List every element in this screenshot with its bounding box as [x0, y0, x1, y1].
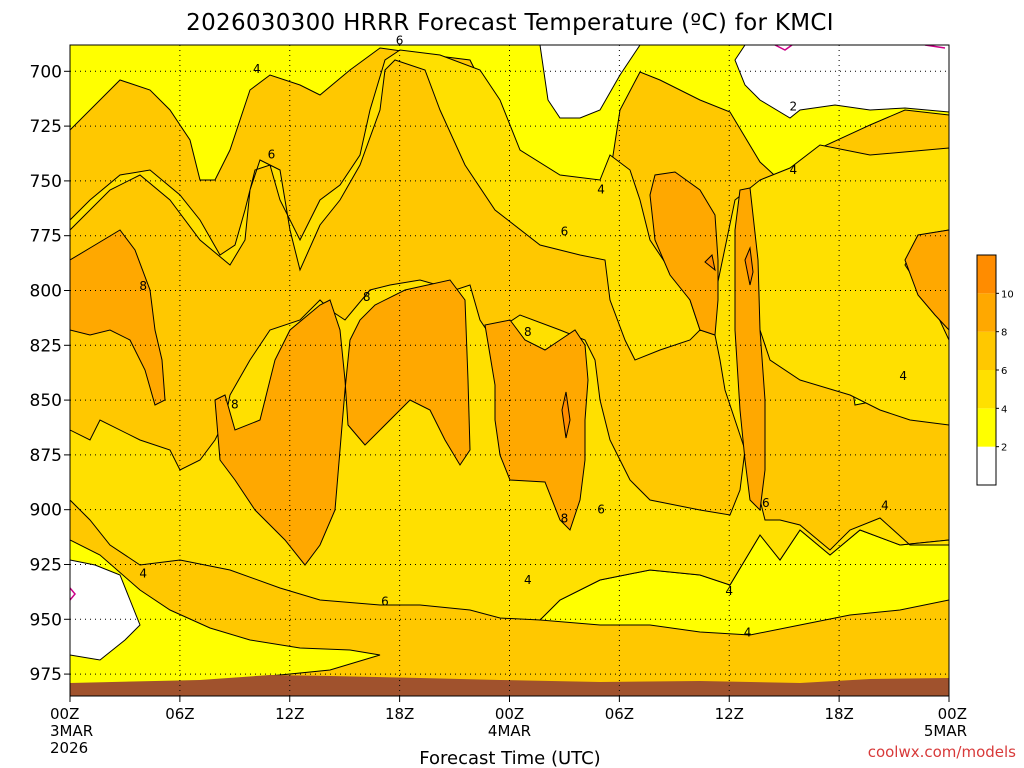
- contour-label-1: 6: [396, 34, 404, 48]
- x-tick-year-0: 2026: [50, 739, 88, 757]
- colorbar-label-2: 6: [1001, 366, 1007, 377]
- band-8-10-center: [484, 319, 589, 531]
- contour-label-12: 8: [561, 511, 569, 525]
- colorbar-bin-5: [977, 255, 996, 294]
- x-tick-label-3: 18Z: [385, 705, 414, 723]
- x-tick-date-0: 3MAR: [50, 722, 93, 740]
- contour-label-7: 8: [139, 279, 147, 293]
- colorbar-label-0: 2: [1001, 443, 1007, 454]
- y-tick-label-1: 725: [30, 117, 62, 137]
- contour-label-14: 6: [762, 496, 770, 510]
- band-10-speck-a: [704, 253, 716, 272]
- contour-label-0: 4: [253, 62, 261, 76]
- contour-label-6: 6: [561, 224, 569, 238]
- y-tick-label-5: 825: [30, 336, 62, 356]
- y-tick-label-6: 850: [30, 391, 62, 411]
- chart-title: 2026030300 HRRR Forecast Temperature (ºC…: [186, 10, 834, 36]
- y-tick-label-11: 975: [30, 665, 62, 685]
- y-tick-label-4: 800: [30, 281, 62, 301]
- contour-label-2: 2: [790, 99, 798, 113]
- contour-label-18: 4: [524, 573, 532, 587]
- grid: [70, 45, 949, 696]
- contour-label-15: 4: [881, 498, 889, 512]
- x-tick-label-2: 12Z: [275, 705, 304, 723]
- colorbar-bin-4: [977, 293, 996, 332]
- x-tick-label-6: 12Z: [715, 705, 744, 723]
- band-10-speck-c: [561, 391, 571, 439]
- band-below-2-top-right: [734, 45, 949, 119]
- colorbar-label-3: 8: [1001, 328, 1007, 339]
- colorbar-bin-1: [977, 408, 996, 447]
- contour-label-11: 4: [899, 369, 907, 383]
- band-8-10-right: [649, 171, 719, 336]
- contour-label-17: 6: [381, 595, 389, 609]
- colorbar-label-4: 10: [1001, 289, 1014, 300]
- y-axis: 700 725 750 775 800 825 850 875 900 925 950 975: [30, 62, 70, 685]
- band-8-10-center-left: [214, 279, 471, 566]
- contour-label-16: 4: [139, 566, 147, 580]
- zero-line-c: [70, 587, 76, 601]
- y-tick-label-10: 950: [30, 610, 62, 630]
- contour-label-10: 8: [231, 397, 239, 411]
- credit-text: coolwx.com/models: [868, 743, 1016, 761]
- band-8-10-far-right: [904, 229, 949, 331]
- contour-label-8: 8: [363, 290, 371, 304]
- y-tick-label-3: 775: [30, 227, 62, 247]
- band-below-2-lower-left: [70, 559, 141, 661]
- x-tick-label-5: 06Z: [605, 705, 634, 723]
- x-tick-label-8: 00Z: [938, 705, 967, 723]
- x-tick-date-4: 4MAR: [488, 722, 531, 740]
- band-below-2-top-center: [539, 45, 641, 119]
- y-tick-label-8: 900: [30, 501, 62, 521]
- colorbar-bin-3: [977, 331, 996, 370]
- contour-label-3: 6: [268, 148, 276, 162]
- contour-label-20: 4: [744, 625, 752, 639]
- y-tick-label-7: 875: [30, 446, 62, 466]
- contour-label-13: 6: [597, 503, 605, 517]
- x-tick-date-8: 5MAR: [924, 722, 967, 740]
- y-tick-label-9: 925: [30, 555, 62, 575]
- colorbar-label-1: 4: [1001, 404, 1007, 415]
- band-8-10-right-narrow: [734, 187, 766, 512]
- y-tick-label-2: 750: [30, 172, 62, 192]
- x-axis-label: Forecast Time (UTC): [419, 748, 600, 768]
- contour-label-4: 4: [597, 183, 605, 197]
- x-tick-label-0: 00Z: [50, 705, 79, 723]
- x-tick-label-1: 06Z: [165, 705, 194, 723]
- contour-labels: 4 6 2 6 4 4 6 8 8 8 8 4 8 6 6 4 4 6 4 4 4: [139, 34, 907, 640]
- colorbar-bin-2: [977, 370, 996, 409]
- zero-line-a: [774, 45, 793, 51]
- x-tick-label-7: 18Z: [824, 705, 853, 723]
- contour-label-5: 4: [790, 163, 798, 177]
- contour-label-19: 4: [725, 584, 733, 598]
- band-10-speck-b: [744, 246, 754, 286]
- colorbar: 2 4 6 8 10: [976, 254, 1014, 486]
- y-tick-label-0: 700: [30, 62, 62, 82]
- contour-label-9: 8: [524, 325, 532, 339]
- x-tick-label-4: 00Z: [495, 705, 524, 723]
- colorbar-bin-0: [977, 446, 996, 485]
- band-8-10-left: [70, 229, 166, 406]
